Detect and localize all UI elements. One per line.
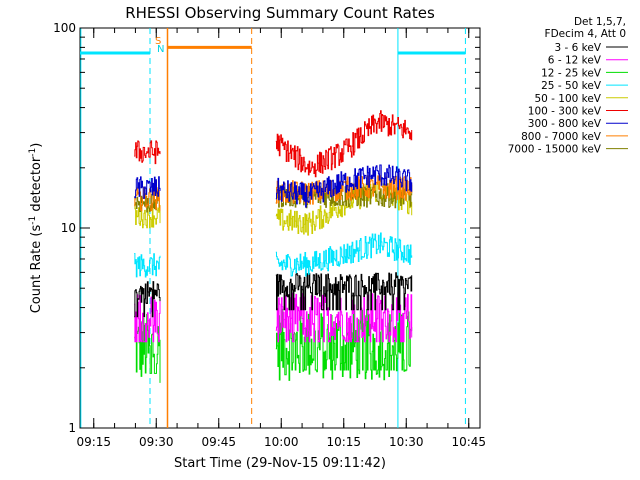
series-line-3	[134, 253, 161, 278]
x-axis-label: Start Time (29-Nov-15 09:11:42)	[174, 456, 386, 471]
legend-label: 3 - 6 keV	[554, 42, 601, 54]
series-group	[134, 110, 413, 383]
flag-label-s: S	[155, 36, 161, 47]
x-tick-label: 10:45	[451, 435, 486, 449]
legend-label: 7000 - 15000 keV	[508, 144, 602, 156]
series-line-0	[275, 272, 413, 311]
flag-markers	[80, 45, 466, 55]
flag-label-n: N	[157, 44, 164, 55]
series-line-1	[134, 294, 161, 343]
series-line-2	[275, 308, 413, 381]
legend-label: 300 - 800 keV	[528, 118, 602, 130]
x-tick-label: 10:00	[264, 435, 299, 449]
legend-header: Det 1,5,7,	[574, 16, 626, 28]
legend-label: 50 - 100 keV	[534, 93, 601, 105]
series-line-6	[134, 176, 161, 199]
series-line-4	[134, 204, 161, 229]
legend-label: 100 - 300 keV	[528, 106, 602, 118]
legend-label: 800 - 7000 keV	[521, 131, 602, 143]
x-axis: 09:15 09:30 09:45 10:00 10:15 10:30 10:45	[76, 28, 486, 449]
x-tick-label: 09:15	[76, 435, 111, 449]
series-line-6	[275, 164, 413, 208]
x-tick-label: 09:30	[139, 435, 174, 449]
x-tick-label: 10:15	[326, 435, 361, 449]
x-tick-label: 09:45	[201, 435, 236, 449]
x-tick-label: 10:30	[389, 435, 424, 449]
legend-header: FDecim 4, Att 0	[545, 28, 626, 40]
series-line-5	[134, 140, 161, 165]
y-tick-label: 100	[53, 21, 76, 35]
y-tick-label: 10	[61, 221, 76, 235]
interval-lines	[80, 28, 466, 428]
series-line-5	[275, 110, 413, 178]
legend-label: 6 - 12 keV	[548, 55, 602, 67]
y-axis-label: Count Rate (s-1 detector-1)	[28, 143, 44, 314]
series-line-3	[275, 232, 413, 277]
y-axis: 1 10 100	[53, 21, 480, 435]
legend-label: 25 - 50 keV	[541, 80, 602, 92]
series-line-1	[275, 292, 413, 343]
series-line-0	[134, 281, 161, 318]
chart-title: RHESSI Observing Summary Count Rates	[125, 4, 435, 22]
y-tick-label: 1	[68, 421, 76, 435]
legend-label: 12 - 25 keV	[541, 67, 602, 79]
